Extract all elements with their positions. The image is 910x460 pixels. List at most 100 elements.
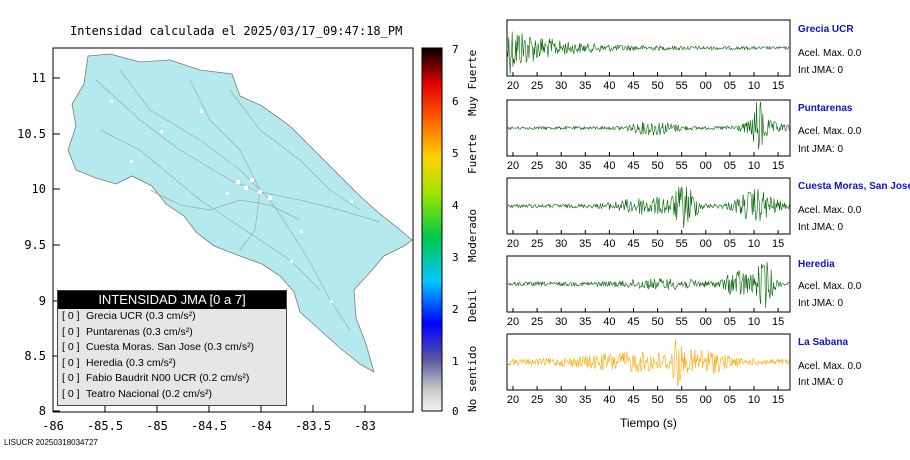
x-tick-label: 20	[507, 316, 519, 328]
x-tick-label: 10	[748, 160, 760, 172]
x-axis-label: Tiempo (s)	[620, 416, 677, 430]
seismogram-panel: 20 25 30 35 40 45 50 55 00 05 10 15	[506, 19, 791, 92]
scale-number: 6	[452, 95, 459, 108]
x-tick-label: 30	[555, 394, 567, 406]
scale-category: Muy Fuerte	[466, 50, 479, 116]
x-tick-label: 10	[748, 394, 760, 406]
scale-number: 7	[452, 43, 459, 56]
x-tick-label: 40	[603, 316, 615, 328]
intensity-legend: INTENSIDAD JMA [0 a 7] [ 0 ] Grecia UCR (…	[57, 290, 287, 406]
x-tick-label: 30	[555, 316, 567, 328]
scale-category: No sentido	[466, 346, 479, 412]
x-tick-label: 45	[627, 238, 639, 250]
map-xtick: -84.5	[191, 419, 227, 433]
legend-item: [ 0 ] Fabio Baudrit N00 UCR (0.2 cm/s²)	[62, 372, 250, 384]
panel-frame	[506, 177, 791, 235]
x-tick-label: 05	[724, 80, 736, 92]
scale-number: 3	[452, 251, 459, 264]
seismogram-panel: 20 25 30 35 40 45 50 55 00 05 10 15	[506, 177, 791, 250]
x-tick-label: 20	[507, 80, 519, 92]
x-tick-label: 00	[700, 238, 712, 250]
x-tick-label: 00	[700, 394, 712, 406]
map-xtick: -85.5	[87, 419, 123, 433]
panel-frame	[506, 19, 791, 77]
x-tick-label: 55	[676, 394, 688, 406]
station-acceleration: Acel. Max. 0.0	[798, 281, 862, 292]
x-tick-label: 15	[772, 238, 784, 250]
station-jma: Int JMA: 0	[798, 298, 844, 309]
waveform-trace	[506, 186, 790, 228]
map-ytick: 9	[39, 294, 46, 308]
x-tick-label: 15	[772, 316, 784, 328]
legend-item: [ 0 ] Heredia (0.3 cm/s²)	[62, 356, 176, 369]
x-tick-label: 50	[651, 160, 663, 172]
x-tick-label: 30	[555, 160, 567, 172]
scale-number: 4	[452, 199, 459, 212]
x-tick-label: 50	[651, 316, 663, 328]
x-tick-label: 40	[603, 160, 615, 172]
scale-number: 5	[452, 147, 459, 160]
panel-frame	[506, 333, 791, 391]
x-tick-label: 45	[627, 160, 639, 172]
x-tick-label: 45	[627, 80, 639, 92]
map-xtick: -83.5	[295, 419, 331, 433]
x-tick-label: 10	[748, 80, 760, 92]
x-tick-label: 35	[579, 394, 591, 406]
scale-category: Moderado	[466, 209, 479, 262]
station-acceleration: Acel. Max. 0.0	[798, 361, 862, 372]
x-tick-label: 05	[724, 394, 736, 406]
map-ytick: 9.5	[24, 238, 46, 252]
station-jma: Int JMA: 0	[798, 65, 844, 76]
station-name: Puntarenas	[798, 103, 853, 114]
scale-number: 0	[452, 405, 459, 418]
map-xtick: -83	[354, 419, 376, 433]
waveform-trace	[506, 338, 790, 387]
x-tick-label: 45	[627, 394, 639, 406]
legend-item: [ 0 ] Teatro Nacional (0.2 cm/s²)	[62, 387, 213, 400]
scale-category: Debil	[466, 289, 479, 322]
map-xtick: -85	[146, 419, 168, 433]
x-tick-label: 20	[507, 394, 519, 406]
x-tick-label: 00	[700, 316, 712, 328]
x-tick-label: 20	[507, 238, 519, 250]
waveform-trace	[506, 261, 790, 308]
station-name: Grecia UCR	[798, 24, 854, 35]
map-xtick: -84	[250, 419, 272, 433]
station-acceleration: Acel. Max. 0.0	[798, 126, 862, 137]
map-ytick: 8	[39, 404, 46, 418]
panel-frame	[506, 99, 791, 157]
x-tick-label: 05	[724, 160, 736, 172]
legend-item: [ 0 ] Grecia UCR (0.3 cm/s²)	[62, 310, 196, 322]
footer-id: LISUCR 20250318034727	[4, 438, 98, 447]
x-tick-label: 05	[724, 316, 736, 328]
x-tick-label: 25	[531, 80, 543, 92]
station-name: Heredia	[798, 259, 835, 270]
x-tick-label: 35	[579, 238, 591, 250]
map-xtick: -86	[42, 419, 64, 433]
x-tick-label: 45	[627, 316, 639, 328]
x-tick-label: 10	[748, 316, 760, 328]
x-tick-label: 50	[651, 238, 663, 250]
legend-item: [ 0 ] Puntarenas (0.3 cm/s²)	[62, 325, 193, 338]
x-tick-label: 00	[700, 160, 712, 172]
scale-category: Fuerte	[466, 134, 479, 174]
legend-item: [ 0 ] Cuesta Moras. San Jose (0.3 cm/s²)	[62, 341, 255, 353]
x-tick-label: 25	[531, 316, 543, 328]
x-tick-label: 05	[724, 238, 736, 250]
x-tick-label: 25	[531, 238, 543, 250]
x-tick-label: 15	[772, 160, 784, 172]
panel-frame	[506, 255, 791, 313]
map-title: Intensidad calculada el 2025/03/17_09:47…	[70, 24, 403, 38]
x-tick-label: 00	[700, 80, 712, 92]
x-tick-label: 40	[603, 80, 615, 92]
x-tick-label: 20	[507, 160, 519, 172]
x-tick-label: 55	[676, 238, 688, 250]
x-tick-label: 50	[651, 394, 663, 406]
map-ytick: 8.5	[24, 349, 46, 363]
seismogram-panel: 20 25 30 35 40 45 50 55 00 05 10 15	[506, 99, 791, 172]
station-acceleration: Acel. Max. 0.0	[798, 205, 862, 216]
station-acceleration: Acel. Max. 0.0	[798, 48, 862, 59]
map-ytick: 10.5	[17, 127, 46, 141]
station-jma: Int JMA: 0	[798, 377, 844, 388]
station-name: Cuesta Moras, San Jose	[798, 181, 910, 192]
